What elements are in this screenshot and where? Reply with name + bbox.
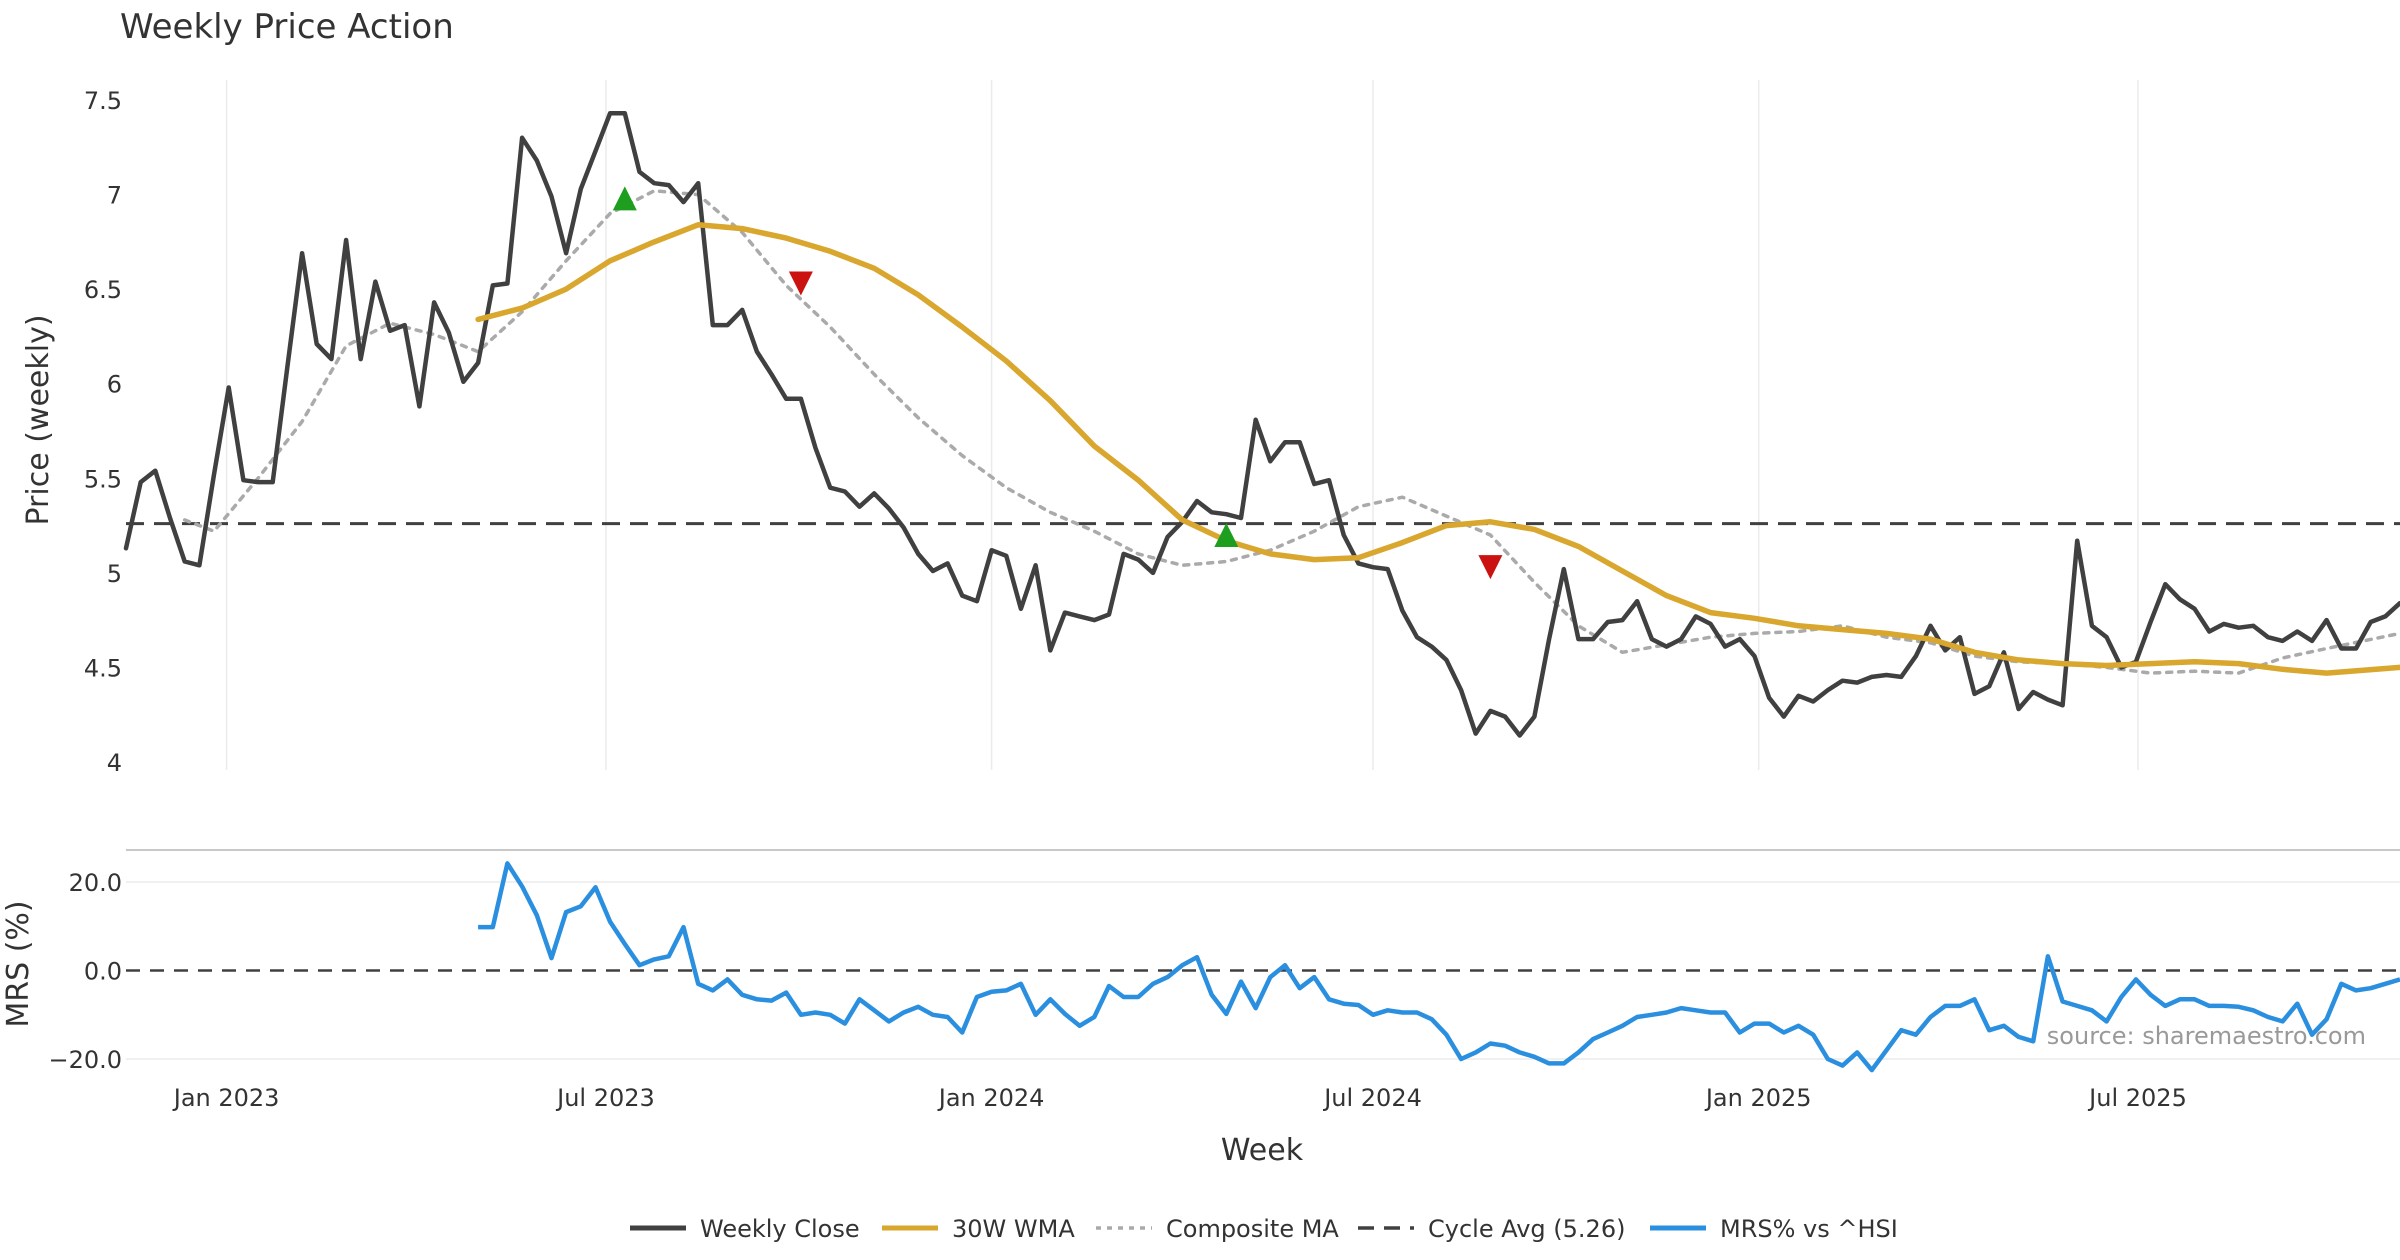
legend-label: MRS% vs ^HSI (1720, 1215, 1898, 1243)
legend-label: 30W WMA (952, 1215, 1075, 1243)
sell-signal-marker (788, 271, 813, 296)
mrs-y-tick-label: 20.0 (69, 869, 122, 897)
chart-title: Weekly Price Action (120, 7, 454, 47)
buy-signal-marker (1214, 523, 1239, 548)
legend-label: Weekly Close (700, 1215, 860, 1243)
price-y-axis-title: Price (weekly) (21, 314, 56, 525)
price-panel (123, 110, 2400, 738)
price-y-tick-label: 5 (107, 560, 122, 588)
source-label: source: sharemaestro.com (2047, 1022, 2366, 1050)
legend-label: Cycle Avg (5.26) (1428, 1215, 1625, 1243)
price-y-tick-label: 6 (107, 371, 122, 399)
sell-signal-marker (1478, 555, 1503, 580)
x-axis-title: Week (1221, 1133, 1304, 1168)
mrs-y-tick-label: −20.0 (48, 1046, 122, 1074)
price-y-tick-label: 4 (107, 749, 122, 777)
x-tick-label: Jan 2025 (1704, 1084, 1812, 1112)
composite-ma-line (182, 189, 2400, 675)
axis-layer: Jan 2023 Jul 2023 Jan 2024 Jul 2024 Jan 2025… (48, 87, 2186, 1112)
price-y-tick-label: 7 (107, 182, 122, 210)
weekly-close-line (123, 110, 2400, 738)
price-y-tick-label: 5.5 (84, 465, 122, 493)
mrs-y-axis-title: MRS (%) (1, 900, 36, 1027)
price-y-tick-label: 7.5 (84, 87, 122, 115)
legend: Weekly Close 30W WMA Composite MA Cycle Avg… (630, 1215, 1898, 1243)
legend-label: Composite MA (1166, 1215, 1339, 1243)
x-tick-label: Jan 2024 (937, 1084, 1045, 1112)
mrs-panel (126, 861, 2400, 1073)
x-tick-label: Jul 2025 (2087, 1084, 2187, 1112)
x-tick-label: Jan 2023 (172, 1084, 280, 1112)
grid-layer (126, 80, 2400, 1060)
x-tick-label: Jul 2023 (555, 1084, 655, 1112)
mrs-line (478, 861, 2400, 1073)
price-y-tick-label: 6.5 (84, 276, 122, 304)
x-tick-label: Jul 2024 (1322, 1084, 1422, 1112)
mrs-y-tick-label: 0.0 (84, 958, 122, 986)
wma-30w-line (475, 222, 2400, 676)
price-y-tick-label: 4.5 (84, 654, 122, 682)
buy-signal-marker (612, 186, 637, 211)
